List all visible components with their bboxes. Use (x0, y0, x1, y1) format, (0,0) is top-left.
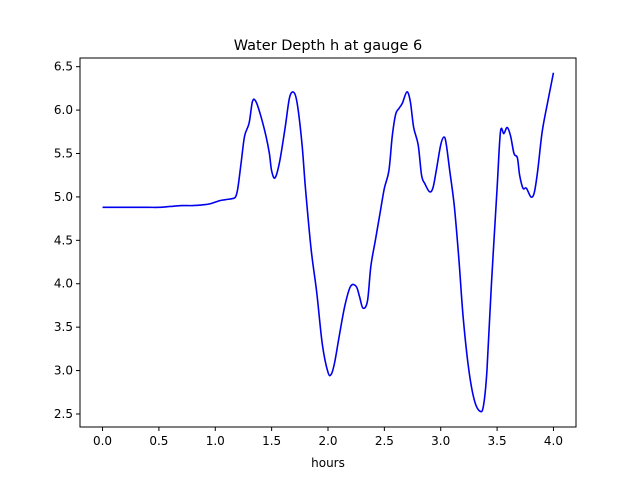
y-tick-label: 2.5 (54, 407, 73, 421)
plot-area (102, 72, 555, 413)
y-tick-label: 5.5 (54, 147, 73, 161)
x-tick-label: 1.0 (206, 434, 225, 448)
series-line (102, 72, 555, 413)
x-axis-ticks: 0.0 0.5 1.0 1.5 2.0 2.5 3.0 3.5 4.0 (93, 427, 563, 448)
x-tick-label: 3.0 (431, 434, 450, 448)
x-tick-label: 2.0 (318, 434, 337, 448)
x-tick-label: 0.0 (93, 434, 112, 448)
y-tick-label: 3.0 (54, 364, 73, 378)
x-axis-label: hours (311, 456, 345, 470)
y-tick-label: 6.5 (54, 60, 73, 74)
x-tick-label: 0.5 (149, 434, 168, 448)
x-tick-label: 3.5 (488, 434, 507, 448)
y-tick-label: 4.5 (54, 233, 73, 247)
axes-frame (79, 57, 577, 428)
y-axis-ticks: 2.5 3.0 3.5 4.0 4.5 5.0 5.5 6.0 6.5 (54, 60, 80, 421)
chart-title: Water Depth h at gauge 6 (234, 38, 422, 54)
x-tick-label: 1.5 (262, 434, 281, 448)
y-tick-label: 3.5 (54, 320, 73, 334)
y-tick-label: 5.0 (54, 190, 73, 204)
x-tick-label: 2.5 (375, 434, 394, 448)
y-tick-label: 6.0 (54, 103, 73, 117)
x-tick-label: 4.0 (544, 434, 563, 448)
y-tick-label: 4.0 (54, 277, 73, 291)
